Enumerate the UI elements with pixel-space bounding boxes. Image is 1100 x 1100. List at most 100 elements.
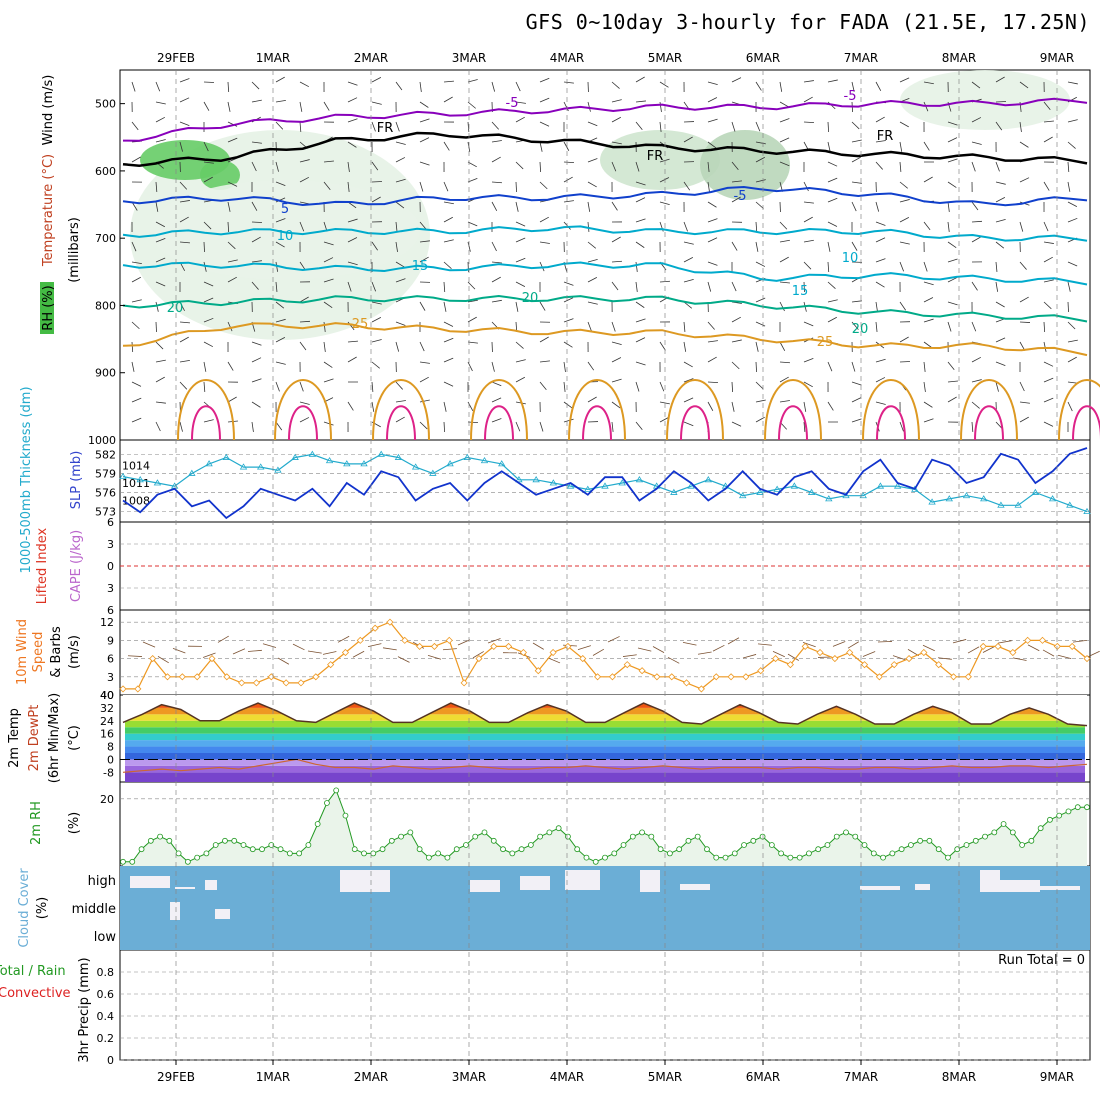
- wind-barb: [683, 279, 694, 283]
- wind-barb: [827, 281, 836, 289]
- wind-barb: [443, 321, 454, 327]
- thickness-point: [480, 456, 489, 464]
- wind-barb: [827, 299, 838, 303]
- wind-barb: [1019, 81, 1029, 89]
- wind-barb: [155, 341, 164, 350]
- wind-barb: [971, 281, 978, 291]
- wind-barb: [131, 241, 137, 252]
- isotherm-line: [122, 322, 1088, 357]
- thickness-point: [739, 491, 747, 499]
- rh-point: [472, 833, 479, 840]
- y-axis-label-total: Total / Rain: [0, 964, 66, 979]
- wind-barb: [779, 400, 790, 403]
- wind-barb: [515, 359, 526, 363]
- wind-barb: [539, 141, 543, 152]
- wind-barb: [923, 381, 926, 392]
- wind-speed-point: [445, 636, 453, 644]
- wind-barb: [635, 121, 643, 131]
- rh-shading: [900, 70, 1070, 130]
- wind-barb: [995, 301, 1005, 308]
- wind-barb: [755, 361, 757, 373]
- wind-barb: [635, 261, 638, 272]
- isotherm-line: [568, 379, 626, 441]
- wind-barb: [923, 281, 934, 286]
- rh-point: [870, 850, 877, 857]
- wind-barb: [179, 321, 190, 324]
- wind-barb: [923, 318, 934, 323]
- wind-barb: [1067, 356, 1077, 363]
- wind-barb: [515, 161, 524, 170]
- wind-speed-point: [416, 642, 424, 650]
- isotherm-label: 5: [281, 202, 289, 217]
- wind-barb: [515, 181, 517, 193]
- wind-barb: [1019, 321, 1031, 323]
- wind-barb: [1019, 261, 1027, 270]
- wind-speed-point: [327, 661, 335, 669]
- wind-barb: [779, 341, 786, 351]
- wind-barb: [707, 141, 717, 149]
- isotherm-label: FR: [377, 121, 394, 136]
- cloud-level-label: low: [94, 930, 117, 945]
- wind-barb: [875, 401, 886, 405]
- y-tick-label: 12: [100, 616, 114, 629]
- temp-band: [125, 720, 1085, 728]
- date-label-bottom: 6MAR: [746, 1070, 781, 1084]
- wind-barb: [923, 176, 933, 183]
- wind-barb: [131, 361, 135, 372]
- isotherm-line: [288, 405, 318, 441]
- rh-point: [676, 846, 683, 853]
- wind-barb: [203, 381, 206, 392]
- wind-barb-10m: [997, 640, 1012, 644]
- wind-barb: [779, 281, 790, 284]
- isotherm-line: [122, 225, 1088, 242]
- thickness-point: [635, 476, 644, 483]
- wind-barb: [515, 101, 526, 104]
- wind-barb-10m: [1027, 644, 1040, 652]
- thickness-point: [205, 460, 213, 467]
- cloud-block: [1040, 886, 1080, 890]
- wind-speed-point: [475, 655, 483, 663]
- wind-barb-10m: [727, 637, 740, 645]
- wind-barb: [155, 116, 166, 123]
- wind-barb: [419, 240, 430, 243]
- wind-barb: [803, 261, 812, 270]
- wind-barb-10m: [262, 643, 277, 648]
- isotherm-label: 15: [412, 259, 429, 274]
- thickness-point: [360, 460, 368, 467]
- thickness-point: [601, 482, 609, 489]
- wind-barb: [635, 421, 643, 430]
- y-axis-label-wind10b: Speed: [31, 632, 46, 673]
- wind-barb: [491, 418, 502, 423]
- wind-barb-10m: [127, 655, 142, 657]
- wind-barb: [611, 99, 622, 103]
- y-axis-label-rh2m: 2m RH: [29, 801, 44, 845]
- wind-barb: [251, 221, 263, 223]
- rh-point: [463, 842, 469, 848]
- wind-barb: [491, 276, 501, 283]
- wind-speed-point: [549, 648, 557, 657]
- wind-barb: [323, 301, 333, 309]
- wind-barb: [467, 101, 476, 109]
- wind-barb-10m: [322, 651, 337, 655]
- wind-barb: [563, 281, 574, 286]
- thickness-point: [308, 450, 317, 457]
- date-label-bottom: 3MAR: [452, 1070, 487, 1084]
- rh-point: [796, 854, 803, 861]
- wind-barb: [611, 161, 617, 172]
- wind-barb-10m: [352, 650, 365, 658]
- wind-barb: [947, 321, 952, 332]
- y-tick-label: 0.2: [97, 1032, 115, 1045]
- wind-barb: [443, 261, 452, 269]
- y-tick-label: 573: [95, 506, 116, 519]
- isotherm-label: -5: [506, 96, 519, 111]
- wind-barb: [227, 259, 238, 263]
- wind-barb: [155, 81, 161, 92]
- wind-barb: [515, 341, 524, 349]
- wind-barb-10m: [622, 654, 637, 657]
- wind-barb: [515, 221, 526, 227]
- isotherm-line: [386, 405, 416, 441]
- wind-speed-point: [267, 673, 275, 681]
- wind-barb: [1043, 377, 1054, 383]
- date-label-bottom: 7MAR: [844, 1070, 879, 1084]
